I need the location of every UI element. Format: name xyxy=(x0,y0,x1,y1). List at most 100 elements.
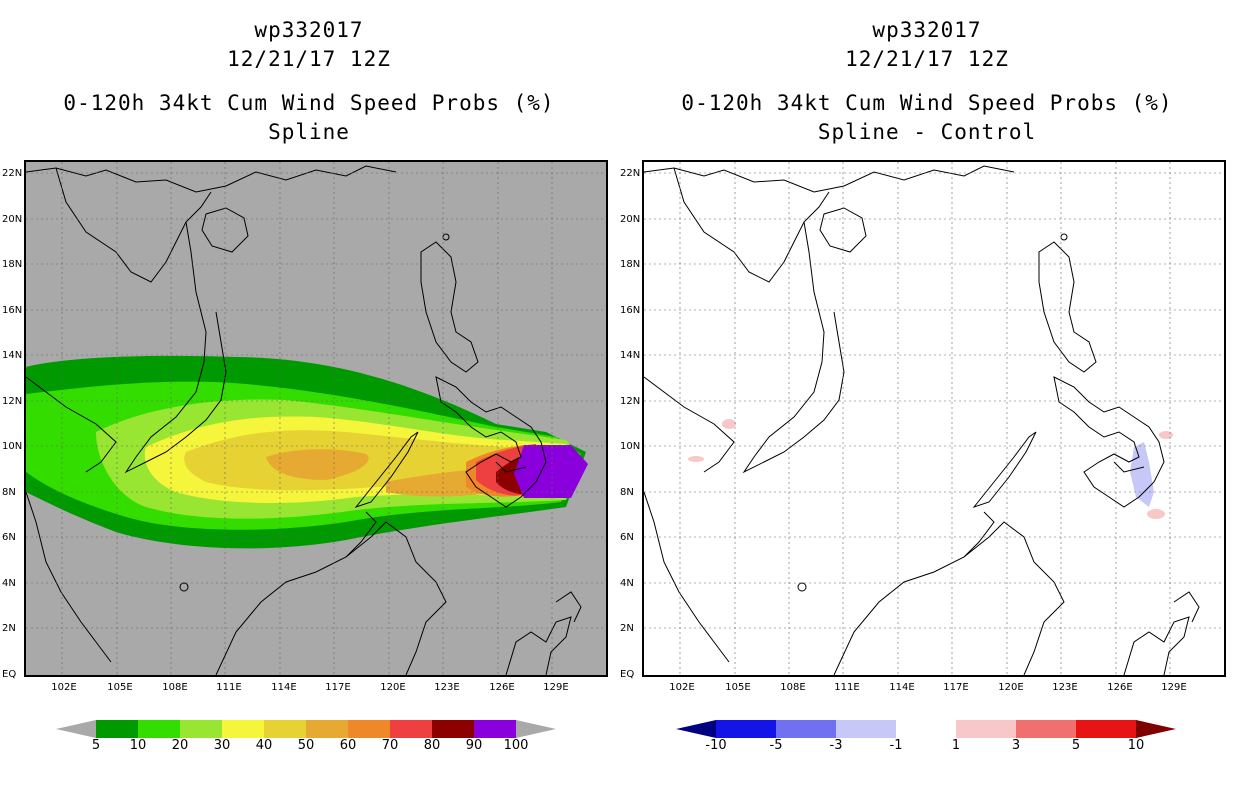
colorbar-label: 5 xyxy=(91,738,101,753)
longitude-label: 120E xyxy=(380,682,406,693)
right-panel: wp332017 12/21/17 12Z 0-120h 34kt Cum Wi… xyxy=(618,0,1236,800)
colorbar-label: 60 xyxy=(339,738,357,753)
longitude-label: 117E xyxy=(943,682,969,693)
latitude-label: 20N xyxy=(2,214,23,225)
colorbar-label: 1 xyxy=(951,738,961,753)
colorbar-overflow-triangle xyxy=(516,720,556,738)
colorbar-label: -5 xyxy=(769,738,783,753)
colorbar-label: 90 xyxy=(465,738,483,753)
latitude-label: 10N xyxy=(620,441,641,452)
longitude-label: 114E xyxy=(271,682,297,693)
latitude-label: 4N xyxy=(620,578,634,589)
longitude-label: 129E xyxy=(1161,682,1187,693)
colorbar-segment xyxy=(222,720,265,738)
latitude-label: 22N xyxy=(620,168,641,179)
colorbar-segment xyxy=(1016,720,1077,738)
colorbar-label: 70 xyxy=(381,738,399,753)
left-colorbar xyxy=(56,720,556,738)
latitude-label: 16N xyxy=(620,305,641,316)
colorbar-label: 30 xyxy=(213,738,231,753)
method-title: Spline xyxy=(268,120,350,144)
colorbar-segment xyxy=(896,720,957,738)
forecast-time: 12/21/17 12Z xyxy=(227,47,391,71)
colorbar-segment xyxy=(474,720,517,738)
latitude-label: 14N xyxy=(2,350,23,361)
longitude-label: 120E xyxy=(998,682,1024,693)
latitude-label: 12N xyxy=(2,396,23,407)
left-panel: wp332017 12/21/17 12Z 0-120h 34kt Cum Wi… xyxy=(63,18,555,144)
latitude-label: 20N xyxy=(620,214,641,225)
latitude-label: 14N xyxy=(620,350,641,361)
longitude-label: 111E xyxy=(216,682,242,693)
colorbar-label: 20 xyxy=(171,738,189,753)
colorbar-segment xyxy=(390,720,433,738)
colorbar-label: -10 xyxy=(705,738,727,753)
longitude-label: 123E xyxy=(434,682,460,693)
longitude-label: 108E xyxy=(162,682,188,693)
latitude-label: 18N xyxy=(2,259,23,270)
storm-id: wp332017 xyxy=(872,18,982,42)
probability-swath xyxy=(26,355,588,549)
latitude-label: 18N xyxy=(620,259,641,270)
colorbar-label: -1 xyxy=(889,738,903,753)
colorbar-segment xyxy=(348,720,391,738)
colorbar-segment xyxy=(96,720,139,738)
latitude-label: 22N xyxy=(2,168,23,179)
latitude-label: EQ xyxy=(2,669,17,680)
right-map-canvas xyxy=(644,162,1224,675)
colorbar-label: 5 xyxy=(1071,738,1081,753)
right-colorbar xyxy=(676,720,1176,738)
latitude-label: 6N xyxy=(2,532,16,543)
longitude-label: 123E xyxy=(1052,682,1078,693)
left-map xyxy=(24,160,608,677)
storm-id: wp332017 xyxy=(254,18,364,42)
colorbar-segment xyxy=(776,720,837,738)
colorbar-label: 50 xyxy=(297,738,315,753)
colorbar-label: 3 xyxy=(1011,738,1021,753)
latitude-label: 12N xyxy=(620,396,641,407)
latitude-label: 10N xyxy=(2,441,23,452)
colorbar-label: 100 xyxy=(503,738,529,753)
longitude-label: 126E xyxy=(489,682,515,693)
latitude-label: 2N xyxy=(620,623,634,634)
latitude-label: 4N xyxy=(2,578,16,589)
colorbar-segment xyxy=(264,720,307,738)
longitude-label: 105E xyxy=(725,682,751,693)
longitude-label: 102E xyxy=(51,682,77,693)
latitude-label: 2N xyxy=(2,623,16,634)
product-title: 0-120h 34kt Cum Wind Speed Probs (%) xyxy=(63,91,555,115)
left-map-canvas xyxy=(26,162,606,675)
latitude-label: 8N xyxy=(2,487,16,498)
colorbar-underflow-triangle xyxy=(56,720,96,738)
colorbar-label: 10 xyxy=(1127,738,1145,753)
colorbar-label: 80 xyxy=(423,738,441,753)
colorbar-segment xyxy=(138,720,181,738)
colorbar-overflow-triangle xyxy=(1136,720,1176,738)
colorbar-segment xyxy=(306,720,349,738)
colorbar-segment xyxy=(716,720,777,738)
colorbar-segment xyxy=(956,720,1017,738)
longitude-label: 105E xyxy=(107,682,133,693)
latitude-label: 8N xyxy=(620,487,634,498)
longitude-label: 129E xyxy=(543,682,569,693)
colorbar-segment xyxy=(1076,720,1137,738)
longitude-label: 108E xyxy=(780,682,806,693)
method-title: Spline - Control xyxy=(817,120,1037,144)
longitude-label: 102E xyxy=(669,682,695,693)
forecast-time: 12/21/17 12Z xyxy=(845,47,1009,71)
latitude-label: 16N xyxy=(2,305,23,316)
colorbar-segment xyxy=(836,720,897,738)
colorbar-underflow-triangle xyxy=(676,720,716,738)
colorbar-label: 40 xyxy=(255,738,273,753)
colorbar-segment xyxy=(432,720,475,738)
latitude-label: 6N xyxy=(620,532,634,543)
longitude-label: 117E xyxy=(325,682,351,693)
colorbar-segment xyxy=(180,720,223,738)
right-map xyxy=(642,160,1226,677)
colorbar-label: 10 xyxy=(129,738,147,753)
colorbar-label: -3 xyxy=(829,738,843,753)
longitude-label: 114E xyxy=(889,682,915,693)
latitude-label: EQ xyxy=(620,669,635,680)
longitude-label: 126E xyxy=(1107,682,1133,693)
product-title: 0-120h 34kt Cum Wind Speed Probs (%) xyxy=(681,91,1173,115)
